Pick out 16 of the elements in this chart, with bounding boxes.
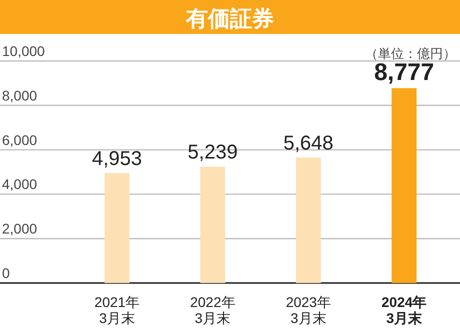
y-tick-label: 8,000 [2,87,38,104]
data-label: 5,648 [283,132,334,155]
y-tick-label: 10,000 [2,43,46,59]
y-tick-label: 2,000 [2,220,38,237]
data-label: 4,953 [92,148,142,170]
data-label: 8,777 [374,59,434,86]
y-tick-label: 0 [2,265,10,281]
x-tick-label: 2021年 3月末 [94,294,140,326]
data-label: 5,239 [188,142,238,164]
x-tick-label: 2022年 3月末 [190,294,236,326]
annotation: （単位：億円） [365,46,456,61]
x-tick-label: 2024年 3月末 [382,294,427,326]
x-tick-label: 2023年 3月末 [286,294,331,326]
y-tick-label: 6,000 [2,132,38,148]
chart-title: 有価証券 [185,6,274,31]
y-tick-label: 4,000 [2,176,38,192]
